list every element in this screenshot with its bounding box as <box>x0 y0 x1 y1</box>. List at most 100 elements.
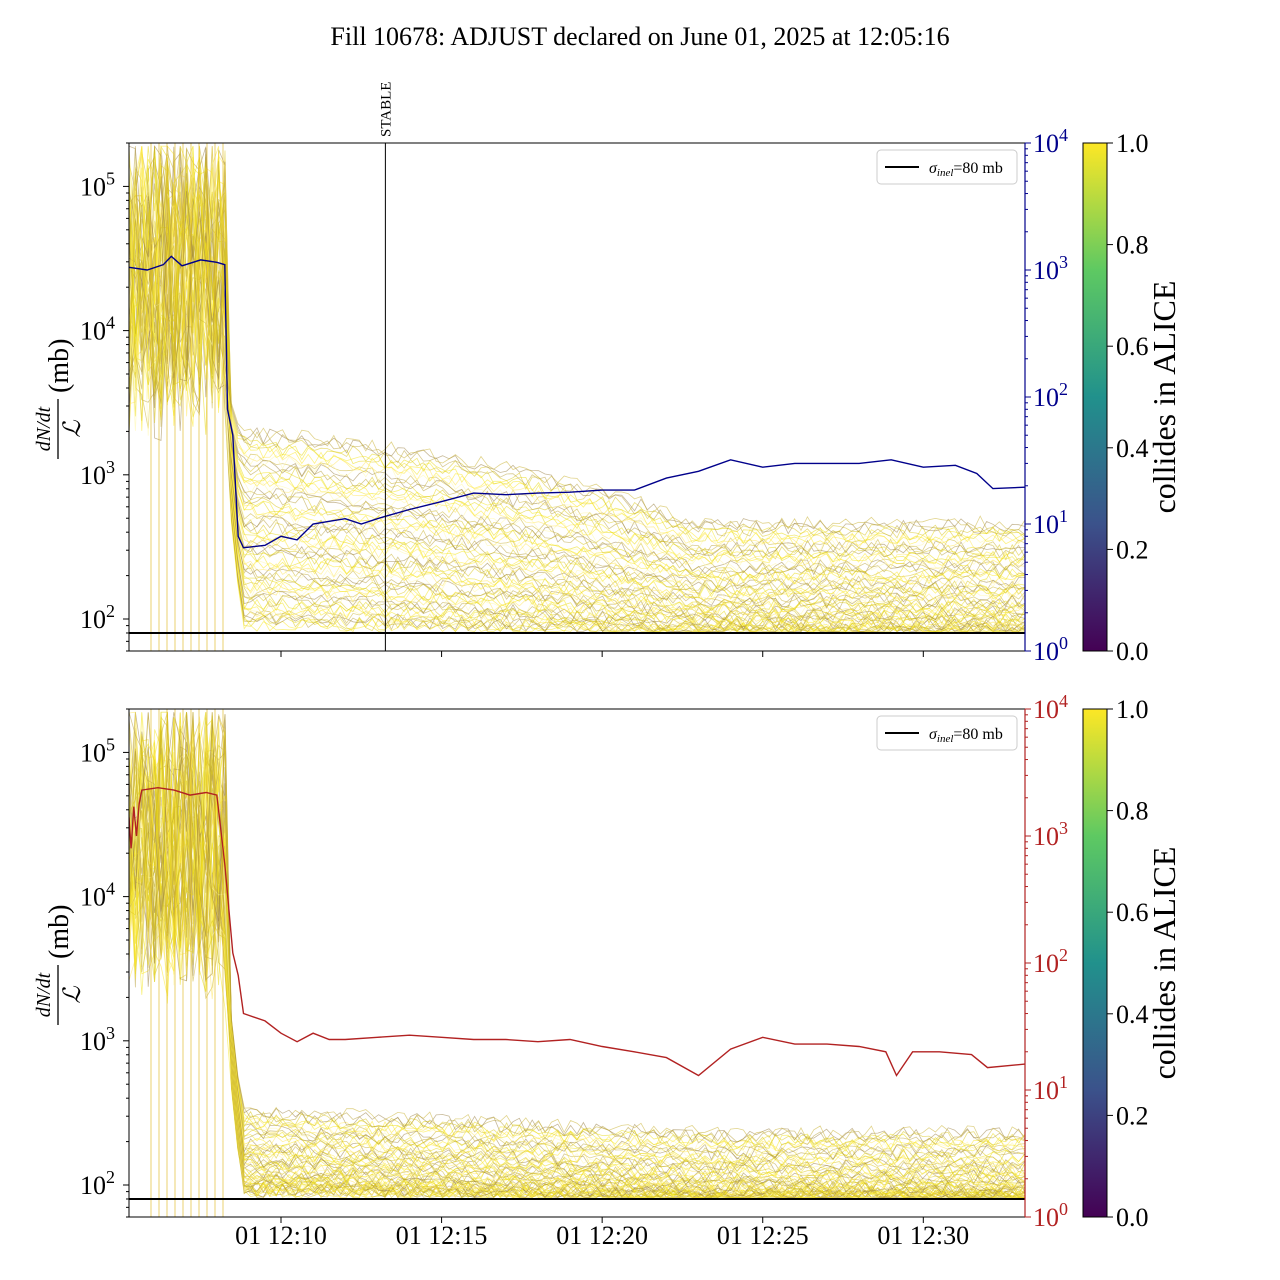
colorbar-label: collides in ALICE <box>1146 847 1182 1080</box>
bunch-trace <box>129 712 1025 1178</box>
bunch-trace <box>129 756 1025 1199</box>
y-label-unit: (mb) <box>44 339 75 393</box>
bunch-trace <box>129 191 1025 633</box>
y-label-unit: (mb) <box>44 905 75 959</box>
bunch-trace <box>129 716 1025 1170</box>
colorbar-tick-label: 0.8 <box>1116 231 1149 260</box>
bunch-trace <box>129 162 1025 613</box>
figure-title: Fill 10678: ADJUST declared on June 01, … <box>330 22 949 51</box>
bunch-trace <box>129 711 1025 1165</box>
bunch-trace <box>129 191 1025 632</box>
bunch-traces <box>129 709 1025 1217</box>
right-axis-series-line <box>129 255 1025 549</box>
colorbar-gradient <box>1082 142 1108 652</box>
bunch-trace <box>129 197 1025 633</box>
colorbar-tick-label: 0.6 <box>1116 332 1149 361</box>
bunch-trace <box>129 721 1025 1177</box>
bunch-trace <box>129 757 1025 1199</box>
bunch-trace <box>129 146 1025 556</box>
bunch-trace <box>129 712 1025 1142</box>
bunch-trace <box>129 712 1025 1150</box>
bunch-trace <box>129 712 1025 1185</box>
bunch-trace <box>129 735 1025 1191</box>
bunch-trace <box>129 157 1025 595</box>
bunch-trace <box>129 192 1025 610</box>
right-axis-series-line <box>129 786 1025 1077</box>
left-y-tick-label: 104 <box>80 879 115 912</box>
bunch-trace <box>129 181 1025 572</box>
bunch-trace <box>129 712 1025 1174</box>
left-y-axis-label: dN/dt ℒ (mb) <box>33 339 86 459</box>
left-y-tick-label: 102 <box>80 1167 115 1200</box>
legend: σinel=80 mb <box>876 715 1018 751</box>
bunch-trace <box>129 715 1025 1179</box>
bunch-trace <box>129 146 1025 588</box>
right-y-tick-label: 102 <box>1033 945 1068 978</box>
bunch-trace <box>129 155 1025 590</box>
bunch-trace <box>129 146 1025 532</box>
bunch-trace <box>129 146 1025 549</box>
bunch-trace <box>129 191 1025 625</box>
y-label-numerator: dN/dt <box>33 406 55 451</box>
colorbar-tick-label: 1.0 <box>1116 129 1149 158</box>
bunch-trace <box>129 146 1025 574</box>
bunch-trace <box>129 183 1025 618</box>
legend-label: σinel=80 mb <box>929 160 1003 179</box>
bunch-trace <box>129 723 1025 1197</box>
bunch-trace <box>129 147 1025 576</box>
bunch-trace <box>129 182 1025 632</box>
right-y-tick-label: 102 <box>1033 379 1068 412</box>
bunch-trace <box>129 768 1025 1199</box>
right-y-tick-label: 103 <box>1033 252 1068 285</box>
bunch-trace <box>129 719 1025 1193</box>
right-y-tick-label: 104 <box>1033 125 1068 158</box>
bunch-trace <box>129 186 1025 631</box>
bunch-trace <box>129 734 1025 1199</box>
bottom-panel: 102 103 104 105 100 101 102 103 104 01 12:10 01 12… <box>33 691 1182 1250</box>
y-label-numerator: dN/dt <box>33 972 55 1017</box>
bunch-trace <box>129 716 1025 1162</box>
y-label-denominator: ℒ <box>60 420 86 438</box>
legend-label: σinel=80 mb <box>929 726 1003 745</box>
bunch-trace <box>129 207 1025 582</box>
bunch-trace <box>129 166 1025 607</box>
x-tick-label: 01 12:20 <box>556 1221 648 1250</box>
bunch-trace <box>129 712 1025 1161</box>
bunch-trace <box>129 156 1025 552</box>
bunch-trace <box>129 712 1025 1152</box>
bunch-trace <box>129 182 1025 602</box>
bunch-trace <box>129 735 1025 1199</box>
bunch-trace <box>129 149 1025 593</box>
bunch-trace <box>129 714 1025 1173</box>
left-y-tick-label: 104 <box>80 313 115 346</box>
left-y-tick-label: 102 <box>80 601 115 634</box>
x-tick-label: 01 12:10 <box>235 1221 327 1250</box>
top-panel: STABLE 102 103 104 105 100 101 102 103 104 dN/dt ℒ (… <box>33 82 1182 666</box>
bunch-trace <box>129 167 1025 599</box>
bunch-trace <box>129 735 1025 1199</box>
bunch-trace <box>129 148 1025 558</box>
bunch-trace <box>129 754 1025 1199</box>
bunch-trace <box>129 146 1025 565</box>
bunch-trace <box>129 728 1025 1158</box>
bunch-trace <box>129 715 1025 1188</box>
bunch-trace <box>129 721 1025 1164</box>
legend: σinel=80 mb <box>876 149 1018 185</box>
bunch-trace <box>129 712 1025 1167</box>
bunch-trace <box>129 764 1025 1183</box>
bunch-trace <box>129 193 1025 633</box>
legend-box <box>876 715 1018 751</box>
bunch-trace <box>129 719 1025 1176</box>
bunch-trace <box>129 192 1025 633</box>
colorbar-tick-label: 0.8 <box>1116 797 1149 826</box>
bunch-trace <box>129 726 1025 1192</box>
bunch-trace <box>129 194 1025 632</box>
bunch-trace <box>129 712 1025 1143</box>
bunch-trace <box>129 187 1025 633</box>
x-tick-label: 01 12:30 <box>877 1221 969 1250</box>
bunch-trace <box>129 712 1025 1172</box>
right-y-tick-label: 100 <box>1033 1199 1068 1232</box>
bunch-trace <box>129 200 1025 633</box>
bunch-trace <box>129 712 1025 1181</box>
